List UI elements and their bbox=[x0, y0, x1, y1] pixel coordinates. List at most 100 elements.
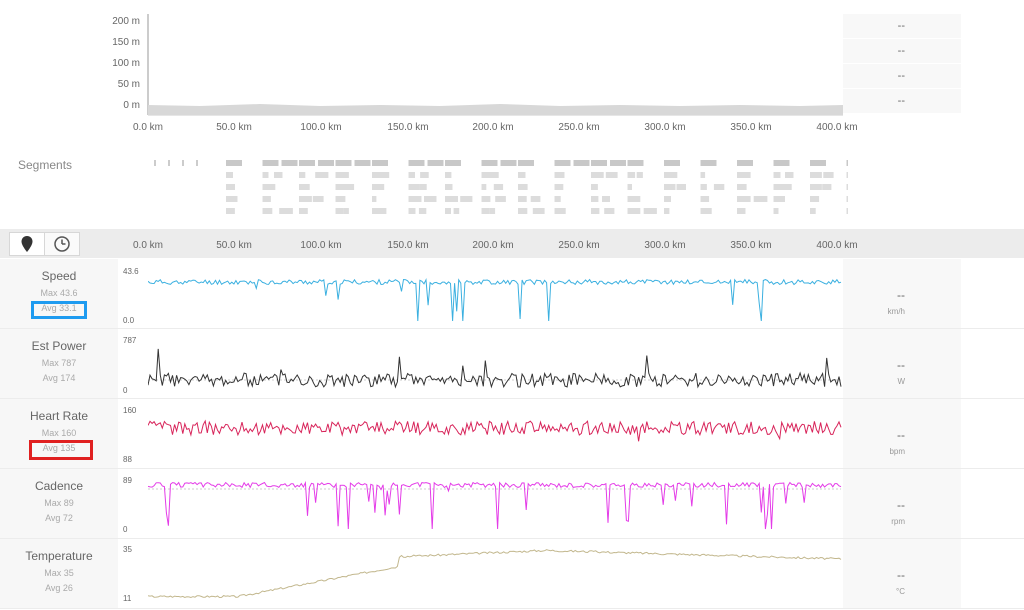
elevation-y-tick: 50 m bbox=[117, 79, 140, 90]
segment-bar bbox=[554, 208, 566, 214]
metric-row-cadence[interactable]: Cadence Max 89 Avg 72 89 0 -- rpm bbox=[0, 469, 1024, 539]
segment-bar bbox=[846, 160, 848, 166]
segment-bar bbox=[274, 172, 283, 178]
metric-y-bottom: 88 bbox=[123, 455, 132, 464]
metric-current-value: -- bbox=[897, 568, 905, 582]
segment-bar bbox=[281, 160, 298, 166]
metric-unit: rpm bbox=[891, 517, 905, 526]
metric-label-panel: Speed Max 43.6 Avg 33.1 bbox=[0, 259, 118, 328]
segment-bar bbox=[445, 208, 451, 214]
metric-avg: Avg 135 bbox=[42, 443, 76, 453]
metric-name: Heart Rate bbox=[29, 409, 89, 423]
segment-bar bbox=[753, 196, 768, 202]
segment-bar bbox=[372, 172, 386, 178]
segment-bar bbox=[226, 208, 235, 214]
segment-bar bbox=[785, 172, 794, 178]
elevation-x-tick: 300.0 km bbox=[644, 122, 686, 133]
elevation-x-tick: 0.0 km bbox=[132, 122, 163, 133]
segment-bar bbox=[846, 208, 848, 214]
segment-bar bbox=[419, 184, 427, 190]
segment-bar bbox=[372, 196, 377, 202]
metric-max: Max 160 bbox=[41, 428, 77, 438]
segment-bar bbox=[773, 208, 779, 214]
segment-bar bbox=[262, 160, 279, 166]
metric-row-heartrate[interactable]: Heart Rate Max 160 Avg 135 160 88 -- bpm bbox=[0, 399, 1024, 469]
metric-unit: W bbox=[897, 377, 905, 386]
segment-bar bbox=[846, 172, 848, 178]
segment-bar bbox=[481, 184, 487, 190]
segment-bar bbox=[627, 172, 636, 178]
segment-bar bbox=[810, 208, 816, 214]
metric-name: Speed bbox=[41, 269, 77, 283]
segment-bar bbox=[604, 208, 615, 214]
distance-mode-button[interactable] bbox=[9, 232, 45, 256]
metric-row-power[interactable]: Est Power Max 787 Avg 174 787 0 -- W bbox=[0, 329, 1024, 399]
segment-bar bbox=[627, 208, 641, 214]
metric-label-panel: Cadence Max 89 Avg 72 bbox=[0, 469, 118, 538]
segment-bar bbox=[810, 160, 826, 166]
metric-current-value: -- bbox=[897, 288, 905, 302]
segment-bar bbox=[518, 160, 534, 166]
elevation-profile-area bbox=[148, 104, 843, 115]
segment-bar bbox=[846, 196, 848, 202]
segment-bar bbox=[262, 208, 273, 214]
segment-bar bbox=[279, 208, 293, 214]
segment-bar bbox=[518, 196, 527, 202]
metric-y-bottom: 11 bbox=[123, 594, 132, 603]
segment-bar bbox=[262, 172, 269, 178]
map-pin-icon bbox=[21, 236, 33, 252]
segment-bar bbox=[554, 196, 561, 202]
segment-bar bbox=[518, 184, 528, 190]
segment-bar bbox=[822, 184, 832, 190]
segment-bar bbox=[335, 172, 347, 178]
segment-bar bbox=[554, 184, 564, 190]
segment-bar bbox=[335, 208, 344, 214]
segment-bar bbox=[427, 160, 444, 166]
metric-y-top: 35 bbox=[123, 545, 132, 554]
elevation-chart[interactable]: 200 m 150 m 100 m 50 m 0 m 0.0 km 50.0 k… bbox=[0, 0, 1024, 150]
metric-current-value: -- bbox=[897, 428, 905, 442]
elevation-x-tick: 350.0 km bbox=[730, 122, 772, 133]
segment-bar bbox=[226, 160, 242, 166]
segments-title: Segments bbox=[18, 158, 73, 172]
segment-bar bbox=[481, 160, 498, 166]
metric-current-value: -- bbox=[897, 358, 905, 372]
segment-bar bbox=[700, 160, 717, 166]
metric-y-top: 787 bbox=[123, 336, 137, 345]
segment-bar bbox=[154, 160, 156, 166]
segments-track[interactable] bbox=[148, 156, 848, 222]
metric-max: Max 43.6 bbox=[40, 288, 78, 298]
segment-bar bbox=[591, 208, 600, 214]
speed-line-chart bbox=[148, 277, 842, 322]
segment-bar bbox=[700, 208, 712, 214]
segment-bar bbox=[379, 184, 385, 190]
metric-name: Est Power bbox=[31, 339, 87, 353]
elevation-side-value: -- bbox=[843, 39, 961, 64]
elevation-y-tick: 200 m bbox=[112, 16, 140, 27]
segment-bar bbox=[312, 196, 324, 202]
metric-current-panel: -- °C bbox=[843, 539, 961, 608]
segment-bar bbox=[627, 160, 644, 166]
segment-bar bbox=[318, 160, 334, 166]
segment-bar bbox=[299, 172, 306, 178]
segment-bar bbox=[418, 208, 427, 214]
segment-bar bbox=[262, 184, 276, 190]
metric-row-speed[interactable]: Speed Max 43.6 Avg 33.1 43.6 0.0 -- km/h bbox=[0, 259, 1024, 329]
metric-y-bottom: 0.0 bbox=[123, 316, 135, 325]
segment-bar bbox=[481, 196, 491, 202]
segment-bar bbox=[518, 208, 528, 214]
elevation-x-tick: 100.0 km bbox=[300, 122, 342, 133]
segment-bar bbox=[420, 172, 429, 178]
segment-bar bbox=[554, 160, 571, 166]
metric-current-panel: -- km/h bbox=[843, 259, 961, 328]
metric-avg: Avg 26 bbox=[45, 583, 73, 593]
metric-row-temperature[interactable]: Temperature Max 35 Avg 26 35 11 -- °C bbox=[0, 539, 1024, 609]
segment-bar bbox=[481, 208, 490, 214]
segment-bar bbox=[262, 196, 271, 202]
metric-name: Cadence bbox=[34, 479, 84, 493]
segment-bar bbox=[737, 172, 751, 178]
temperature-trace bbox=[148, 549, 842, 599]
segment-bar bbox=[335, 196, 346, 202]
segment-bar bbox=[445, 196, 458, 202]
time-mode-button[interactable] bbox=[44, 232, 80, 256]
